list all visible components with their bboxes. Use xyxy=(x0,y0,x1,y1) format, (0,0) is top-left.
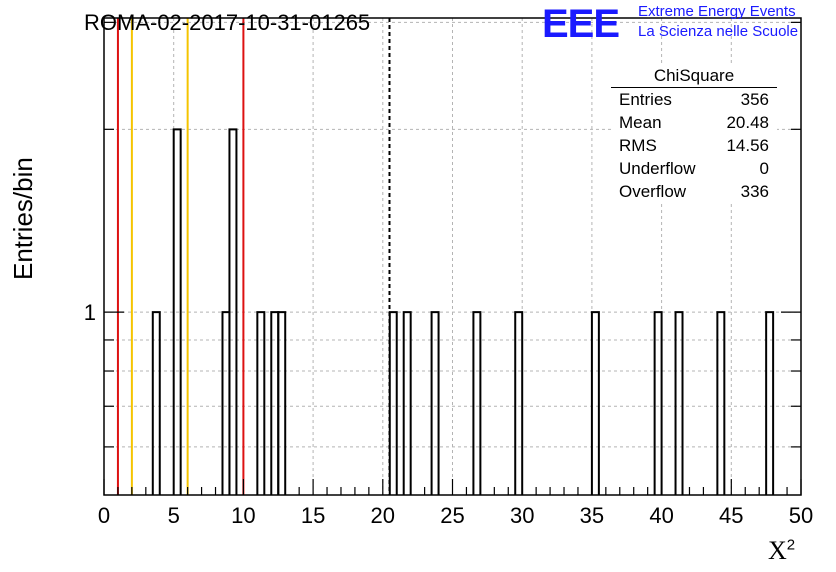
stats-title: ChiSquare xyxy=(611,66,777,88)
histogram-bar xyxy=(256,311,266,495)
histogram-bars xyxy=(151,128,775,495)
eee-logo: EEE xyxy=(542,2,620,46)
y-tick-label: 1 xyxy=(84,300,96,325)
histogram-bar xyxy=(277,311,287,495)
stats-row: Entries 356 xyxy=(611,88,777,111)
x-tick-label: 30 xyxy=(510,503,534,528)
x-tick-label: 20 xyxy=(371,503,395,528)
x-tick-label: 25 xyxy=(440,503,464,528)
axis-ticks: 0 5 10 15 20 25 30 35 40 45 50 1 xyxy=(84,21,813,528)
histogram-bar xyxy=(716,311,726,495)
x-axis-label-text: X xyxy=(768,536,787,565)
stats-label: Overflow xyxy=(619,182,687,201)
x-tick-label: 40 xyxy=(649,503,673,528)
stats-row: Underflow 0 xyxy=(611,157,777,180)
histogram-bar xyxy=(472,311,482,495)
stats-row: Mean 20.48 xyxy=(611,111,777,134)
stats-value: 356 xyxy=(740,90,769,109)
histogram-bar xyxy=(151,311,161,495)
histogram-bar xyxy=(172,128,182,495)
histogram-bar xyxy=(590,311,600,495)
histogram-title: ROMA-02-2017-10-31-01265 xyxy=(84,10,371,35)
y-axis-label: Entries/bin xyxy=(8,157,38,280)
stats-label: RMS xyxy=(619,136,657,155)
histogram-bar xyxy=(674,311,684,495)
x-axis-label-sup: 2 xyxy=(786,536,796,554)
stats-value: 0 xyxy=(759,159,769,178)
histogram-bar xyxy=(388,311,398,495)
reference-lines xyxy=(116,18,391,495)
x-axis-label: X2 xyxy=(768,536,795,566)
histogram-bar xyxy=(228,128,238,495)
x-tick-label: 10 xyxy=(231,503,255,528)
histogram-bar xyxy=(765,311,775,495)
stats-row: RMS 14.56 xyxy=(611,134,777,157)
stats-box: ChiSquare Entries 356 Mean 20.48 RMS 14.56 … xyxy=(611,66,777,203)
y-axis-label-box: Entries/bin xyxy=(8,157,38,280)
stats-label: Underflow xyxy=(619,159,696,178)
logo-line-1: Extreme Energy Events xyxy=(638,3,796,20)
stats-label: Mean xyxy=(619,113,662,132)
logo-line-2: La Scienza nelle Scuole xyxy=(638,23,799,40)
x-tick-label: 15 xyxy=(301,503,325,528)
x-tick-label: 45 xyxy=(719,503,743,528)
stats-value: 14.56 xyxy=(726,136,769,155)
stats-value: 20.48 xyxy=(726,113,769,132)
histogram-bar xyxy=(653,311,663,495)
x-tick-label: 0 xyxy=(98,503,110,528)
stats-row: Overflow 336 xyxy=(611,180,777,203)
x-tick-label: 50 xyxy=(789,503,813,528)
stats-value: 336 xyxy=(740,182,769,201)
histogram-bar xyxy=(430,311,440,495)
histogram-bar xyxy=(514,311,524,495)
stats-label: Entries xyxy=(619,90,672,109)
x-tick-label: 5 xyxy=(168,503,180,528)
x-tick-label: 35 xyxy=(580,503,604,528)
histogram-bar xyxy=(402,311,412,495)
